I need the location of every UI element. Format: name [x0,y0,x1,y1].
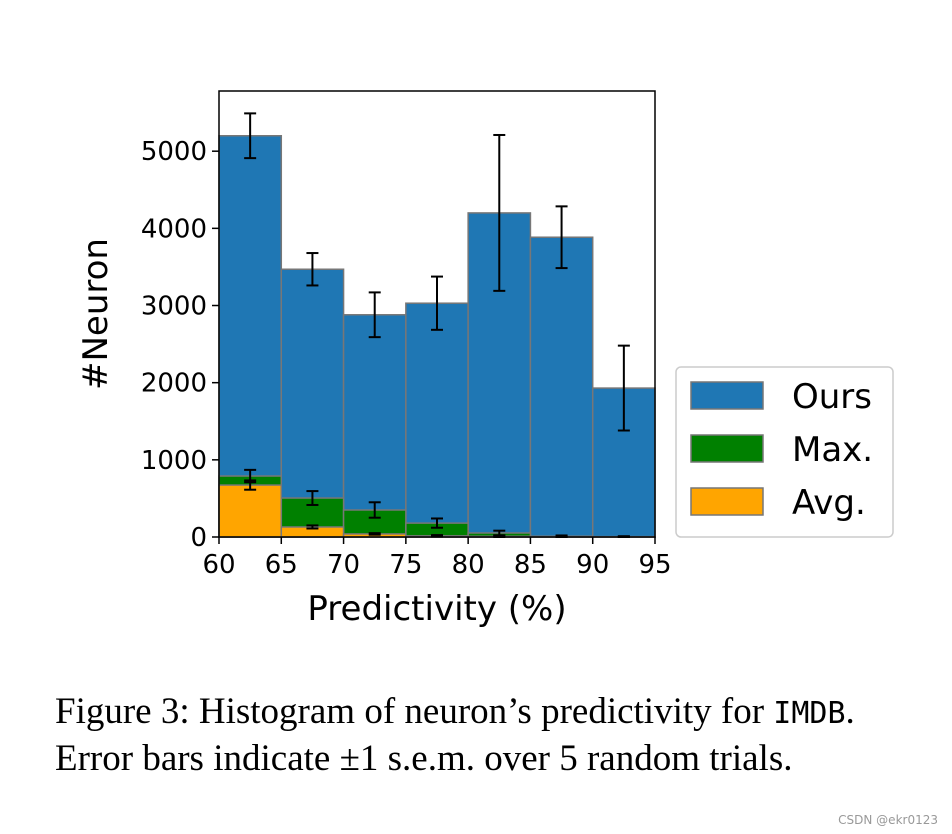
bar [218,484,283,538]
x-tick-label: 75 [389,550,422,580]
x-tick-label: 65 [265,550,298,580]
error-bar [244,479,257,491]
caption-text: Figure 3: Histogram of neuron’s predicti… [55,691,773,732]
legend-label: Max. [792,430,873,470]
y-tick-label: 3000 [141,292,207,322]
legend-label: Ours [792,377,872,417]
error-bar [368,501,381,519]
y-label: #Neuron [76,238,116,390]
plot-frame [218,90,656,538]
error-bar [306,490,319,506]
error-bar [431,275,443,331]
caption-text: . [846,691,855,732]
x-tick-label: 95 [638,550,671,580]
y-tick-label: 4000 [141,214,207,244]
error-bar [368,532,381,536]
y-tick-label: 1000 [141,446,207,476]
bar [529,236,594,538]
error-bar [306,524,319,530]
error-bar [244,112,257,160]
error-bar [555,205,568,270]
x-tick-label: 60 [202,550,235,580]
legend-swatch [690,434,764,463]
error-bar [306,252,319,287]
error-bar [617,344,630,432]
legend-swatch [690,487,764,516]
bar [405,302,469,538]
caption-line: Figure 3: Histogram of neuron’s predicti… [55,691,855,732]
error-bar [431,517,443,529]
x-tick-label: 85 [514,550,547,580]
y-tick-label: 2000 [141,369,207,399]
caption-line: Error bars indicate ±1 s.e.m. over 5 ran… [55,738,792,779]
error-bar [368,291,381,339]
x-label: Predictivity (%) [307,589,566,629]
legend-swatch [690,381,764,410]
y-tick-label: 5000 [141,137,207,167]
error-bar [493,133,506,292]
caption-code: IMDB [773,696,845,731]
x-tick-label: 70 [327,550,360,580]
y-tick-label: 0 [190,523,207,553]
legend-label: Avg. [792,483,866,523]
x-tick-label: 90 [576,550,609,580]
watermark: CSDN @ekr0123 [838,813,938,827]
x-tick-label: 80 [452,550,485,580]
